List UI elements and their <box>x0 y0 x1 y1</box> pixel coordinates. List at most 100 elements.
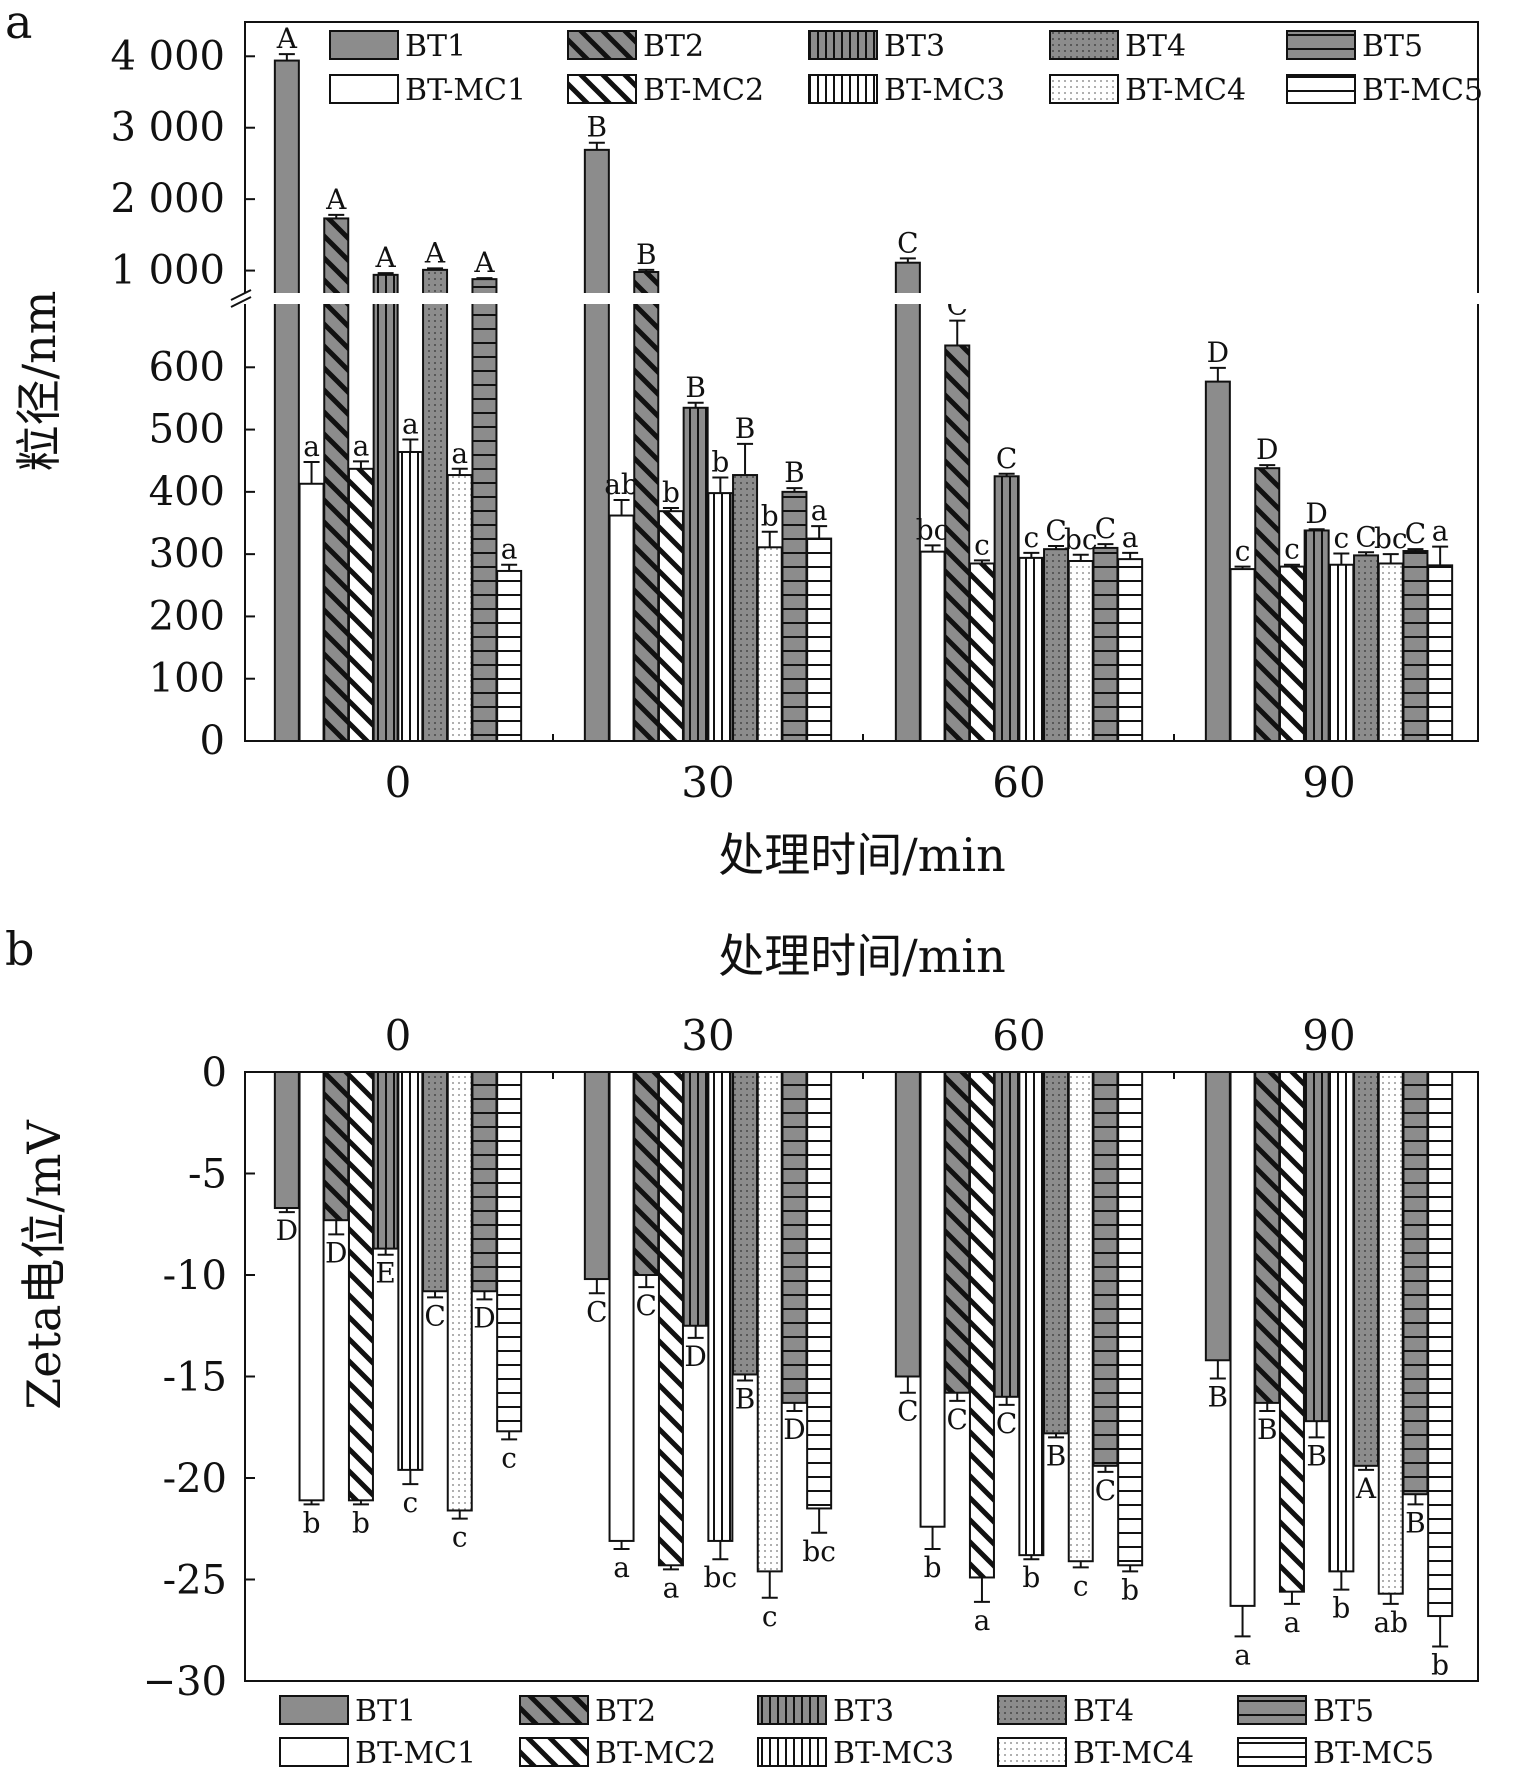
sig-label-b-BT-MC5-90: b <box>1431 1648 1449 1681</box>
sig-label-b-BT1-60: C <box>897 1395 918 1428</box>
bar-a-BT-MC2-30 <box>657 510 684 742</box>
a-legend-label-BT3: BT3 <box>884 29 945 64</box>
b-legend-swatch-BT1 <box>279 1695 349 1725</box>
sig-label-a-BT1-30: B <box>587 111 608 144</box>
sig-label-b-BT2-0: D <box>325 1236 347 1269</box>
b-legend-label-BT-MC4: BT-MC4 <box>1073 1736 1194 1771</box>
bar-b-BT-MC1-0 <box>298 1071 325 1502</box>
axis-break-gap <box>225 293 1498 304</box>
b-legend-label-BT5: BT5 <box>1313 1694 1374 1729</box>
b-legend-swatch-BT3 <box>757 1695 827 1725</box>
bar-b-BT3-30 <box>682 1071 709 1327</box>
x-axis-title-a: 处理时间/min <box>718 828 1005 882</box>
bar-b-BT4-60 <box>1043 1071 1070 1435</box>
bar-b-BT5-60 <box>1092 1071 1119 1467</box>
sig-label-a-BT3-90: D <box>1305 497 1327 530</box>
bar-a-BT4-30 <box>732 474 759 742</box>
bar-b-BT5-30 <box>781 1071 808 1404</box>
sig-label-b-BT-MC2-90: a <box>1284 1606 1301 1639</box>
ytick-label-a-400: 400 <box>149 469 225 515</box>
a-legend-swatch-BT5 <box>1286 30 1356 60</box>
ytick-label-a-100: 100 <box>149 656 225 702</box>
sig-label-b-BT-MC5-60: b <box>1121 1573 1139 1606</box>
bar-a-BT3-90 <box>1303 529 1330 743</box>
bar-a-BT-MC4-90 <box>1377 562 1404 742</box>
ytick-label-b--20: -20 <box>163 1456 227 1502</box>
sig-label-b-BT4-0: C <box>424 1299 445 1332</box>
a-legend-label-BT2: BT2 <box>643 29 704 64</box>
sig-label-a-BT4-60: C <box>1045 514 1066 547</box>
a-legend-label-BT5: BT5 <box>1362 29 1423 64</box>
y-axis-title-a: 粒径/nm <box>12 291 66 472</box>
b-legend-label-BT-MC5: BT-MC5 <box>1313 1736 1434 1771</box>
b-legend-label-BT2: BT2 <box>595 1694 656 1729</box>
sig-label-a-BT-MC1-90: c <box>1235 535 1251 568</box>
a-legend-label-BT-MC5: BT-MC5 <box>1362 73 1483 108</box>
bar-b-BT3-60 <box>993 1071 1020 1398</box>
sig-label-a-BT2-90: D <box>1256 433 1278 466</box>
bar-a-BT2-60 <box>944 344 971 742</box>
sig-label-b-BT4-60: B <box>1046 1439 1067 1472</box>
b-legend-label-BT-MC3: BT-MC3 <box>833 1736 954 1771</box>
bar-a-BT2-90 <box>1254 467 1281 742</box>
xtick-label-b-90: 90 <box>1302 1011 1355 1060</box>
sig-label-a-BT-MC4-0: a <box>451 437 468 470</box>
sig-label-a-BT-MC5-30: a <box>811 494 828 527</box>
ytick-label-b--25: -25 <box>163 1558 227 1604</box>
xtick-label-a-0: 0 <box>385 758 412 807</box>
a-legend-label-BT-MC4: BT-MC4 <box>1125 73 1246 108</box>
bar-b-BT-MC3-0 <box>397 1071 424 1471</box>
bar-b-BT-MC4-30 <box>756 1071 783 1573</box>
bar-b-BT-MC4-0 <box>446 1071 473 1512</box>
sig-label-b-BT5-0: D <box>473 1301 495 1334</box>
bar-a-BT-MC1-30 <box>608 514 635 742</box>
a-legend-swatch-BT4 <box>1049 30 1119 60</box>
a-legend-label-BT-MC2: BT-MC2 <box>643 73 764 108</box>
sig-label-a-BT-MC3-0: a <box>402 408 419 441</box>
bar-a-BT-MC1-0 <box>298 482 325 742</box>
bar-b-BT-MC3-60 <box>1018 1071 1045 1557</box>
sig-label-b-BT3-0: E <box>375 1257 395 1290</box>
bar-b-BT-MC5-90 <box>1427 1071 1454 1618</box>
sig-label-a-BT-MC4-60: bc <box>1064 523 1098 556</box>
ytick-label-b-0: 0 <box>202 1050 227 1096</box>
panel-b-legend: BT1 BT2 BT3 BT4 BT5 BT-MC1 BT-MC2 BT-MC3 BT-MC4 B… <box>279 1694 1434 1771</box>
bar-b-BT-MC5-30 <box>806 1071 833 1510</box>
bar-b-BT2-90 <box>1254 1071 1281 1404</box>
b-legend-label-BT3: BT3 <box>833 1694 894 1729</box>
bar-a-BT-MC4-0 <box>446 474 473 742</box>
sig-label-b-BT2-90: B <box>1257 1413 1278 1446</box>
bar-a-BT-MC5-90 <box>1427 564 1454 743</box>
b-legend-swatch-BT2 <box>519 1695 589 1725</box>
bar-a-BT-MC3-60 <box>1018 556 1045 742</box>
sig-label-a-BT-MC5-0: a <box>501 533 518 566</box>
sig-label-b-BT-MC5-0: c <box>501 1441 517 1474</box>
sig-label-a-BT5-90: C <box>1405 517 1426 550</box>
sig-label-a-BT-MC4-90: bc <box>1374 522 1408 555</box>
b-legend-label-BT-MC1: BT-MC1 <box>355 1736 476 1771</box>
bar-a-BT4-60 <box>1043 548 1070 742</box>
bar-b-BT5-0 <box>471 1071 498 1293</box>
sig-label-a-BT1-90: D <box>1207 336 1229 369</box>
ytick-label-a-300: 300 <box>149 531 225 577</box>
sig-label-a-BT-MC1-0: a <box>303 430 320 463</box>
bar-a-BT3-60 <box>993 475 1020 742</box>
b-legend-swatch-BT-MC4 <box>997 1737 1067 1767</box>
a-legend-label-BT1: BT1 <box>405 29 466 64</box>
bar-b-BT5-90 <box>1402 1071 1429 1496</box>
bar-b-BT1-90 <box>1204 1071 1231 1362</box>
xtick-label-a-30: 30 <box>681 758 734 807</box>
sig-label-a-BT-MC2-0: a <box>353 429 370 462</box>
sig-label-a-BT4-90: C <box>1355 520 1376 553</box>
bar-a-BT5-60 <box>1092 546 1119 743</box>
bar-a-BT5-90 <box>1402 550 1429 742</box>
bar-b-BT-MC5-0 <box>496 1071 523 1433</box>
sig-label-b-BT4-30: B <box>735 1383 756 1416</box>
a-legend-label-BT4: BT4 <box>1125 29 1186 64</box>
ytick-label-b--15: -15 <box>163 1355 227 1401</box>
bar-b-BT1-60 <box>894 1071 921 1378</box>
bar-b-BT-MC2-0 <box>347 1071 374 1502</box>
